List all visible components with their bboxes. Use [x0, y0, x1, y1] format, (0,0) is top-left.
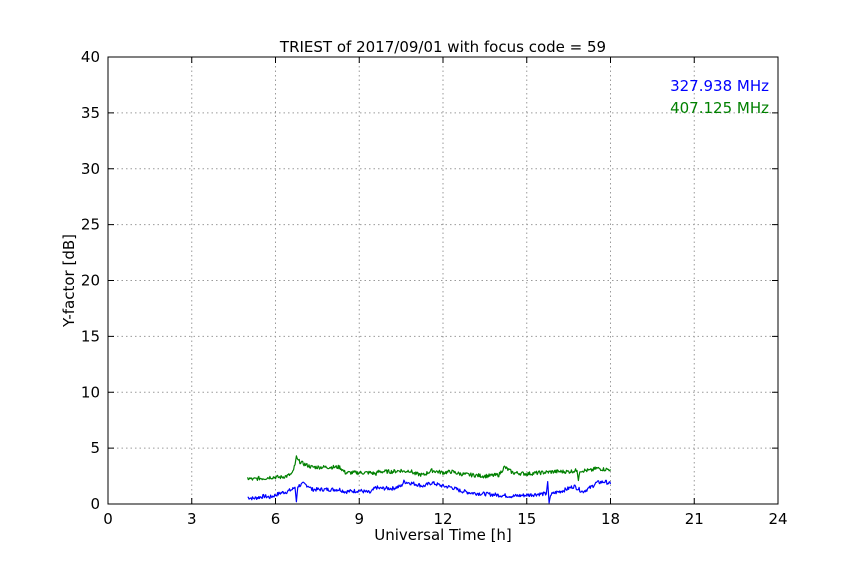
x-tick-label: 9: [354, 510, 364, 528]
series-line-1: [247, 479, 612, 504]
y-tick-label: 5: [90, 439, 100, 457]
series-line-2: [247, 455, 612, 482]
x-tick-label: 0: [103, 510, 113, 528]
chart-title: TRIEST of 2017/09/01 with focus code = 5…: [279, 38, 606, 56]
x-axis-label: Universal Time [h]: [374, 526, 512, 544]
y-tick-label: 25: [81, 216, 100, 234]
x-tick-label: 18: [601, 510, 620, 528]
x-tick-label: 3: [187, 510, 197, 528]
y-tick-label: 40: [81, 48, 100, 66]
legend-entry-2: 407.125 MHz: [670, 99, 769, 117]
data-series: [247, 455, 612, 504]
y-tick-label: 20: [81, 272, 100, 290]
grid-lines: [108, 57, 778, 504]
y-tick-label: 30: [81, 160, 100, 178]
y-tick-label: 10: [81, 383, 100, 401]
legend: 327.938 MHz 407.125 MHz: [670, 77, 769, 117]
legend-entry-1: 327.938 MHz: [670, 77, 769, 95]
y-tick-label: 35: [81, 104, 100, 122]
axis-ticks: 0 3 6 9 12 15 18 21 24 0 5 10 15 20 25 30 35 40: [81, 48, 788, 528]
x-tick-label: 15: [517, 510, 536, 528]
x-tick-label: 6: [271, 510, 281, 528]
y-tick-label: 0: [90, 495, 100, 513]
x-tick-label: 12: [433, 510, 452, 528]
y-axis-label: Y-factor [dB]: [60, 234, 78, 328]
x-tick-label: 21: [685, 510, 704, 528]
y-tick-label: 15: [81, 327, 100, 345]
x-tick-label: 24: [768, 510, 787, 528]
